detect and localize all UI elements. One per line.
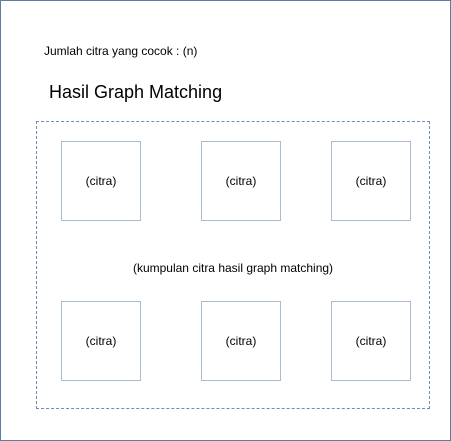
page-title: Hasil Graph Matching xyxy=(49,82,223,102)
result-image-label: (citra) xyxy=(355,174,387,188)
result-image-label: (citra) xyxy=(225,334,257,348)
result-image-6[interactable]: (citra) xyxy=(331,301,411,381)
result-image-1[interactable]: (citra) xyxy=(61,141,141,221)
results-container: (citra) (citra) (citra) (kumpulan citra … xyxy=(36,121,430,409)
result-image-label: (citra) xyxy=(355,334,387,348)
result-image-label: (citra) xyxy=(85,174,117,188)
result-image-2[interactable]: (citra) xyxy=(201,141,281,221)
result-image-label: (citra) xyxy=(85,334,117,348)
result-image-label: (citra) xyxy=(225,174,257,188)
match-count-label: Jumlah citra yang cocok : (n) xyxy=(44,44,198,58)
results-caption: (kumpulan citra hasil graph matching) xyxy=(132,261,334,275)
result-image-3[interactable]: (citra) xyxy=(331,141,411,221)
result-image-5[interactable]: (citra) xyxy=(201,301,281,381)
result-image-4[interactable]: (citra) xyxy=(61,301,141,381)
